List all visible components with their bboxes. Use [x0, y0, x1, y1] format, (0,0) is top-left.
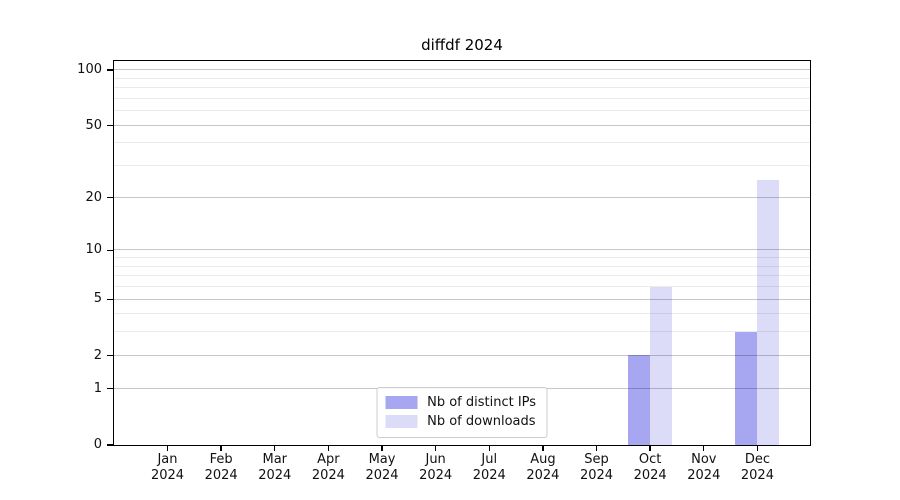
x-tick-mark	[166, 446, 169, 452]
x-tick-mark	[488, 446, 490, 452]
x-tick-mark	[220, 446, 222, 452]
x-tick-month: Jul	[481, 452, 498, 467]
x-tick-mark	[595, 446, 598, 452]
y-tick-label: 100	[77, 62, 102, 78]
y-tick-mark	[107, 387, 114, 390]
legend-label-distinct-ips: Nb of distinct IPs	[427, 394, 537, 410]
x-tick-mark	[703, 446, 705, 452]
x-tick-month: May	[368, 452, 396, 467]
y-tick-mark	[107, 355, 114, 357]
x-tick-month: Jun	[425, 452, 446, 467]
bar-downloads	[649, 286, 672, 445]
major-gridline	[113, 298, 810, 300]
x-tick-month: Aug	[530, 452, 556, 467]
x-tick-month: Nov	[691, 452, 717, 467]
legend-label-downloads: Nb of downloads	[427, 413, 536, 429]
x-tick-year: 2024	[687, 467, 721, 483]
x-tick-label: Jan 2024	[136, 452, 200, 483]
minor-gridline	[113, 257, 810, 259]
legend-item-distinct-ips: Nb of distinct IPs	[385, 393, 536, 412]
minor-gridline	[113, 77, 810, 79]
major-gridline	[113, 196, 810, 198]
x-tick-label: Aug 2024	[511, 452, 575, 483]
x-tick-mark	[327, 446, 330, 452]
minor-gridline	[113, 110, 810, 112]
x-tick-year: 2024	[258, 467, 292, 483]
minor-gridline	[113, 142, 810, 144]
x-tick-month: Apr	[317, 452, 340, 467]
x-tick-year: 2024	[311, 467, 345, 483]
minor-gridline	[113, 97, 810, 99]
major-gridline	[113, 124, 810, 126]
minor-gridline	[113, 286, 810, 288]
legend-item-downloads: Nb of downloads	[385, 412, 536, 431]
x-tick-label: Mar 2024	[243, 452, 307, 483]
x-tick-year: 2024	[472, 467, 506, 483]
x-tick-label: Oct 2024	[618, 452, 682, 483]
minor-gridline	[113, 87, 810, 89]
major-gridline	[113, 354, 810, 356]
x-tick-year: 2024	[204, 467, 238, 483]
minor-gridline	[113, 265, 810, 267]
x-tick-label: Apr 2024	[296, 452, 360, 483]
minor-gridline	[113, 313, 810, 315]
x-tick-year: 2024	[579, 467, 614, 483]
x-tick-year: 2024	[419, 467, 453, 483]
x-tick-label: Feb 2024	[189, 452, 253, 483]
minor-gridline	[113, 275, 810, 277]
chart-title: diffdf 2024	[421, 36, 503, 54]
x-tick-year: 2024	[633, 467, 667, 483]
x-tick-month: Jan	[157, 452, 178, 467]
y-tick-label: 10	[85, 242, 102, 258]
x-tick-mark	[434, 446, 437, 452]
x-tick-mark	[274, 446, 276, 452]
x-tick-mark	[542, 446, 544, 452]
x-tick-mark	[381, 446, 383, 452]
legend-swatch-downloads	[385, 414, 418, 428]
x-tick-year: 2024	[150, 467, 185, 483]
x-tick-label: Nov 2024	[672, 452, 736, 483]
y-tick-mark	[107, 124, 114, 127]
y-tick-label: 2	[93, 347, 102, 363]
x-tick-year: 2024	[740, 467, 774, 483]
minor-gridline	[113, 331, 810, 333]
bar-downloads	[757, 179, 780, 445]
x-tick-month: Oct	[638, 452, 662, 467]
x-tick-label: Jul 2024	[457, 452, 521, 483]
x-tick-month: Feb	[209, 452, 233, 467]
x-tick-mark	[649, 446, 651, 452]
y-tick-mark	[107, 196, 114, 199]
bar-distinct-ips	[627, 355, 650, 445]
x-tick-month: Sep	[584, 452, 609, 467]
y-tick-mark	[107, 444, 114, 446]
major-gridline	[113, 249, 810, 251]
x-tick-month: Dec	[744, 452, 770, 467]
y-tick-label: 20	[85, 189, 102, 205]
minor-gridline	[113, 165, 810, 167]
x-tick-label: Dec 2024	[725, 452, 789, 483]
y-tick-mark	[107, 249, 114, 251]
y-tick-label: 50	[85, 117, 102, 133]
x-tick-label: Sep 2024	[565, 452, 629, 483]
bar-distinct-ips	[735, 331, 758, 445]
plot-area: Nb of distinct IPs Nb of downloads	[112, 59, 811, 446]
y-tick-mark	[107, 69, 114, 71]
x-tick-mark	[756, 446, 759, 452]
major-gridline	[113, 69, 810, 71]
x-tick-label: May 2024	[350, 452, 414, 483]
y-tick-label: 1	[93, 380, 102, 396]
x-tick-year: 2024	[365, 467, 399, 483]
y-tick-label: 5	[93, 291, 102, 307]
legend: Nb of distinct IPs Nb of downloads	[376, 386, 548, 438]
y-tick-mark	[107, 298, 114, 301]
legend-swatch-distinct-ips	[385, 395, 418, 409]
x-tick-label: Jun 2024	[404, 452, 468, 483]
x-tick-year: 2024	[526, 467, 560, 483]
y-tick-label: 0	[93, 437, 102, 452]
x-tick-month: Mar	[262, 452, 288, 467]
